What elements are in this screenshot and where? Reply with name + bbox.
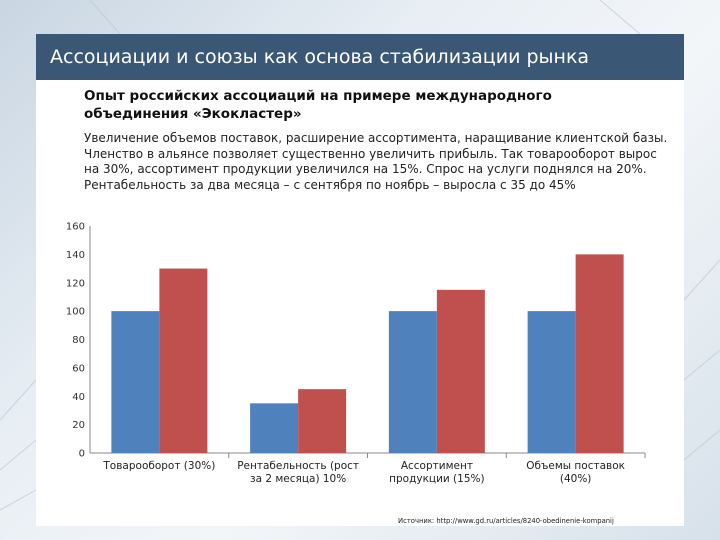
slide-subtitle: Опыт российских ассоциаций на примере ме…: [84, 88, 552, 122]
slide-title: Ассоциации и союзы как основа стабилизац…: [50, 46, 590, 68]
slide-description: Увеличение объемов поставок, расширение …: [84, 131, 668, 192]
y-tick-label: 0: [79, 449, 85, 460]
x-category-label: Объемы поставок: [526, 460, 625, 472]
bar-before-3: [527, 311, 576, 453]
y-tick-label: 120: [66, 278, 85, 289]
x-category-label: продукции (15%): [389, 473, 484, 485]
y-tick-label: 100: [66, 307, 85, 318]
bar-after-2: [436, 289, 485, 453]
bar-after-3: [575, 254, 624, 453]
y-tick-label: 20: [72, 420, 85, 431]
y-tick-label: 80: [72, 335, 85, 346]
x-category-label: Ассортимент: [401, 460, 473, 472]
x-category-label: (40%): [560, 473, 592, 485]
bar-before-0: [111, 311, 160, 453]
x-category-label: Товарооборот (30%): [102, 460, 215, 472]
y-tick-label: 140: [66, 250, 85, 261]
bar-before-2: [388, 311, 437, 453]
y-tick-label: 60: [72, 363, 85, 374]
source-note: Источник: http://www.gd.ru/articles/8240…: [398, 517, 614, 525]
y-tick-label: 40: [72, 392, 85, 403]
title-bar: Ассоциации и союзы как основа стабилизац…: [36, 34, 684, 80]
x-category-label: Рентабельность (рост: [237, 460, 359, 472]
x-category-label: за 2 месяца) 10%: [250, 473, 346, 485]
bar-before-1: [250, 403, 299, 453]
bar-after-1: [298, 389, 347, 453]
bar-after-0: [159, 268, 208, 453]
y-tick-label: 160: [66, 222, 85, 233]
